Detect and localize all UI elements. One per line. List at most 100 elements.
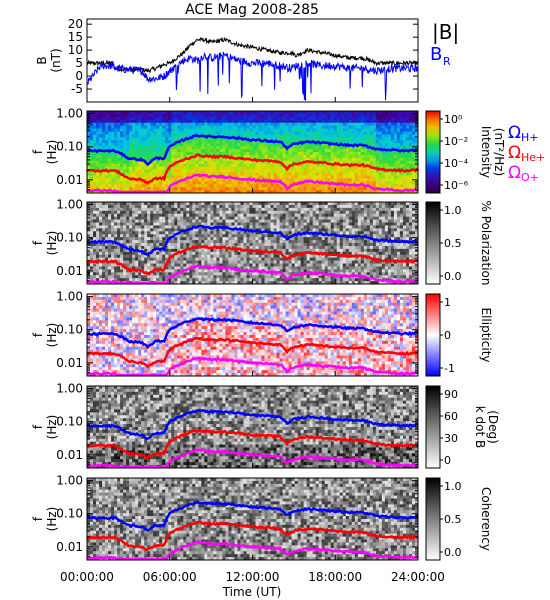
spectrogram-cell bbox=[240, 113, 244, 118]
spectrogram-cell bbox=[354, 187, 359, 191]
spectrogram-cell bbox=[273, 149, 277, 153]
spectrogram-cell bbox=[132, 263, 136, 267]
spectrogram-cell bbox=[234, 248, 238, 253]
spectrogram-cell bbox=[96, 184, 100, 188]
spectrogram-cell bbox=[225, 204, 229, 209]
spectrogram-cell bbox=[189, 243, 193, 247]
spectrogram-cell bbox=[87, 278, 91, 282]
spectrogram-cell bbox=[375, 131, 380, 135]
spectrogram-cell bbox=[159, 149, 163, 153]
spectrogram-cell bbox=[102, 213, 106, 218]
spectrogram-cell bbox=[225, 240, 229, 244]
spectrogram-cell bbox=[195, 204, 199, 209]
spectrogram-cell bbox=[222, 243, 226, 247]
spectrogram-cell bbox=[318, 134, 323, 138]
spectrogram-cell bbox=[201, 131, 205, 135]
spectrogram-cell bbox=[99, 157, 103, 162]
spectrogram-cell bbox=[315, 122, 320, 127]
spectrogram-cell bbox=[378, 125, 383, 129]
spectrogram-cell bbox=[105, 137, 109, 141]
spectrogram-cell bbox=[129, 140, 133, 144]
spectrogram-cell bbox=[270, 263, 274, 267]
spectrogram-cell bbox=[408, 134, 413, 138]
spectrogram-cell bbox=[99, 140, 103, 144]
spectrogram-cell bbox=[126, 225, 130, 229]
spectrogram-cell bbox=[117, 187, 121, 191]
spectrogram-cell bbox=[138, 152, 142, 156]
spectrogram-cell bbox=[237, 122, 241, 127]
spectrogram-cell bbox=[120, 228, 124, 232]
spectrogram-cell bbox=[216, 163, 220, 168]
spectrogram-cell bbox=[207, 172, 211, 176]
spectrogram-cell bbox=[249, 207, 253, 212]
spectrogram-cell bbox=[120, 278, 124, 282]
spectrogram-cell bbox=[273, 122, 277, 127]
spectrogram-cell bbox=[378, 149, 383, 153]
spectrogram-cell bbox=[93, 228, 97, 232]
spectrogram-cell bbox=[162, 169, 166, 173]
spectrogram-cell bbox=[270, 166, 274, 170]
spectrogram-cell bbox=[198, 231, 202, 235]
spectrogram-cell bbox=[258, 245, 262, 250]
spectrogram-cell bbox=[93, 163, 97, 168]
spectrogram-cell bbox=[189, 251, 193, 256]
spectrogram-cell bbox=[246, 260, 250, 264]
spectrogram-cell bbox=[93, 181, 97, 185]
spectrogram-cell bbox=[99, 263, 103, 267]
spectrogram-cell bbox=[177, 219, 181, 223]
spectrogram-cell bbox=[315, 134, 320, 138]
spectrogram-cell bbox=[210, 184, 214, 188]
spectrogram-cell bbox=[261, 190, 265, 194]
spectrogram-cell bbox=[126, 152, 130, 156]
spectrogram-cell bbox=[315, 178, 320, 182]
spectrogram-cell bbox=[294, 140, 299, 144]
spectrogram-cell bbox=[165, 154, 169, 159]
spectrogram-cell bbox=[186, 248, 190, 253]
spectrogram-cell bbox=[138, 237, 142, 241]
spectrogram-cell bbox=[300, 190, 305, 194]
spectrogram-cell bbox=[231, 237, 235, 241]
spectrogram-cell bbox=[237, 243, 241, 247]
spectrogram-cell bbox=[177, 169, 181, 173]
spectrogram-cell bbox=[285, 140, 290, 144]
spectrogram-cell bbox=[216, 269, 220, 273]
spectrogram-cell bbox=[315, 116, 320, 121]
spectrogram-cell bbox=[243, 207, 247, 212]
spectrogram-cell bbox=[351, 175, 356, 179]
spectrogram-cell bbox=[132, 240, 136, 244]
spectrogram-cell bbox=[198, 128, 202, 132]
spectrogram-cell bbox=[171, 178, 175, 182]
spectrogram-cell bbox=[150, 219, 154, 223]
spectrogram-cell bbox=[249, 237, 253, 241]
spectrogram-cell bbox=[246, 251, 250, 256]
spectrogram-cell bbox=[306, 116, 311, 121]
spectrogram-cell bbox=[348, 125, 353, 129]
spectrogram-cell bbox=[267, 245, 271, 250]
spectrogram-cell bbox=[261, 166, 265, 170]
spectrogram-cell bbox=[192, 143, 196, 147]
spectrogram-cell bbox=[336, 154, 341, 159]
spectrogram-cell bbox=[99, 187, 103, 191]
spectrogram-cell bbox=[354, 122, 359, 127]
spectrogram-cell bbox=[405, 181, 410, 185]
spectrogram-cell bbox=[162, 166, 166, 170]
spectrogram-cell bbox=[222, 204, 226, 209]
spectrogram-cell bbox=[195, 190, 199, 194]
spectrogram-cell bbox=[282, 125, 286, 129]
spectrogram-cell bbox=[111, 222, 115, 226]
spectrogram-cell bbox=[153, 160, 157, 165]
spectrogram-cell bbox=[123, 219, 127, 223]
spectrogram-cell bbox=[384, 113, 389, 118]
spectrogram-cell bbox=[174, 213, 178, 218]
spectrogram-cell bbox=[216, 278, 220, 282]
spectrogram-cell bbox=[189, 204, 193, 209]
spectrogram-cell bbox=[183, 119, 187, 124]
spectrogram-cell bbox=[288, 131, 293, 135]
spectrogram-cell bbox=[153, 240, 157, 244]
spectrogram-cell bbox=[405, 152, 410, 156]
spectrogram-cell bbox=[138, 149, 142, 153]
spectrogram-cell bbox=[357, 166, 362, 170]
spectrogram-cell bbox=[399, 134, 404, 138]
spectrogram-cell bbox=[156, 202, 160, 206]
spectrogram-cell bbox=[246, 166, 250, 170]
